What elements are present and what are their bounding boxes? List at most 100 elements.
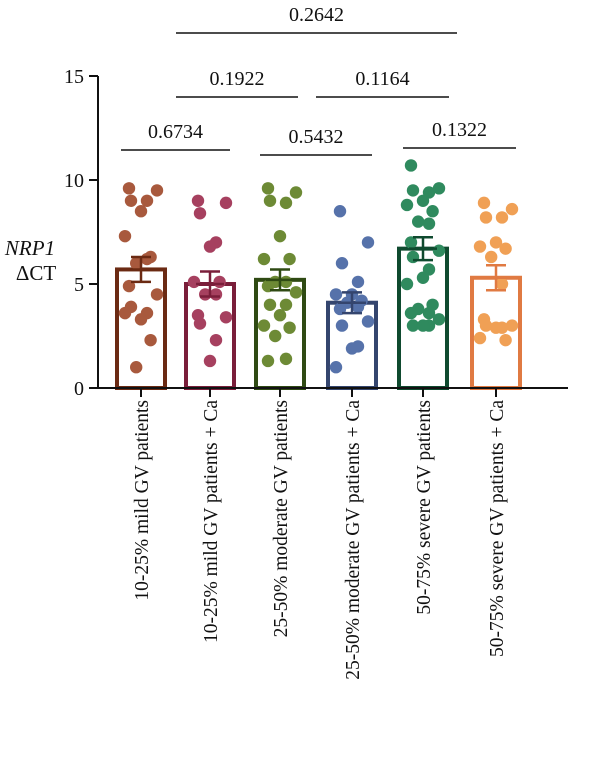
data-point: [485, 250, 498, 264]
data-point: [130, 257, 143, 270]
data-point: [144, 333, 157, 347]
data-point: [505, 319, 519, 332]
data-point: [473, 331, 487, 345]
data-point: [406, 184, 420, 197]
data-point: [416, 319, 430, 332]
data-point: [193, 207, 207, 220]
data-point: [404, 306, 418, 320]
data-point: [404, 159, 418, 172]
data-point: [257, 252, 271, 266]
data-point: [432, 244, 446, 257]
data-point: [335, 257, 349, 270]
p-value-label: 0.1922: [210, 68, 265, 90]
data-point: [263, 298, 277, 311]
data-point: [473, 240, 487, 253]
x-tick-label: 50-75% severe GV patients: [414, 400, 435, 615]
bar: [184, 282, 236, 390]
data-point: [505, 202, 519, 216]
data-point: [404, 236, 418, 249]
data-point: [118, 229, 132, 243]
bar-group: [254, 182, 306, 390]
data-point: [489, 236, 503, 249]
x-tick-label: 25-50% moderate GV patients: [271, 400, 292, 637]
data-point: [279, 298, 293, 311]
y-axis-label-gene: NRP1: [4, 236, 55, 260]
data-point: [333, 205, 347, 218]
significance-brackets: 0.6734 0.5432 0.1322 0.1922 0.1164 0.2642: [121, 4, 516, 156]
data-point: [134, 205, 148, 218]
x-tick-label: 25-50% moderate GV patients + Ca: [343, 400, 364, 680]
y-tick-label: 10: [64, 170, 84, 192]
data-point: [209, 333, 223, 347]
data-point: [219, 311, 233, 324]
data-point: [361, 315, 375, 328]
plot-area: [115, 159, 522, 391]
y-tick-label: 5: [74, 274, 84, 296]
data-point: [416, 194, 430, 207]
x-tick-label: 50-75% severe GV patients + Ca: [487, 400, 508, 657]
data-point: [261, 182, 275, 195]
data-point: [130, 361, 143, 374]
bar-group: [470, 196, 522, 391]
data-point: [150, 184, 164, 197]
data-point: [361, 236, 375, 249]
data-point: [329, 361, 343, 374]
data-point: [124, 194, 138, 207]
data-point: [203, 354, 217, 368]
data-point: [269, 329, 282, 343]
data-point: [432, 313, 446, 326]
x-tick-label: 10-25% mild GV patients + Ca: [201, 400, 222, 643]
data-point: [416, 271, 430, 284]
data-point: [279, 352, 293, 366]
data-point: [203, 240, 217, 253]
data-point: [412, 215, 425, 228]
data-point: [351, 275, 365, 289]
data-point: [406, 319, 420, 332]
data-point: [257, 319, 271, 332]
p-value-label: 0.5432: [289, 126, 344, 148]
data-point: [263, 194, 277, 207]
bar-group: [326, 205, 378, 390]
data-point: [426, 205, 439, 218]
data-point: [479, 211, 493, 224]
y-tick-label: 0: [74, 378, 84, 400]
data-point: [140, 252, 154, 266]
axes: 0 5 10 15 10-25% mild GV patients 10-25% mild…: [64, 66, 568, 680]
bar-group: [184, 194, 236, 390]
data-point: [193, 317, 207, 330]
data-point: [279, 196, 293, 210]
data-point: [191, 194, 205, 207]
data-point: [209, 288, 223, 301]
data-point: [213, 275, 226, 289]
data-point: [499, 242, 512, 255]
data-point: [432, 182, 446, 195]
data-point: [477, 196, 491, 210]
data-point: [422, 306, 436, 320]
data-point: [273, 309, 287, 322]
data-point: [261, 354, 275, 368]
data-point: [273, 229, 287, 243]
y-axis-label-metric: ΔCT: [16, 261, 57, 285]
bar-group: [115, 182, 167, 390]
data-point: [134, 313, 148, 326]
p-value-label: 0.1164: [355, 68, 409, 90]
data-point: [219, 196, 233, 210]
x-tick-label: 10-25% mild GV patients: [132, 400, 153, 601]
y-tick-label: 15: [64, 66, 84, 88]
data-point: [495, 277, 509, 291]
data-point: [335, 319, 349, 332]
data-point: [289, 286, 303, 299]
data-point: [279, 275, 293, 289]
data-point: [479, 319, 493, 332]
p-value-label: 0.2642: [289, 4, 344, 26]
data-point: [400, 277, 414, 291]
data-point: [400, 198, 414, 212]
data-point: [118, 306, 132, 320]
bar-group: [397, 159, 449, 390]
data-point: [289, 186, 303, 199]
data-point: [140, 194, 154, 207]
data-point: [345, 342, 359, 355]
y-axis-label: NRP1 ΔCT: [4, 236, 56, 285]
data-point: [329, 288, 343, 301]
